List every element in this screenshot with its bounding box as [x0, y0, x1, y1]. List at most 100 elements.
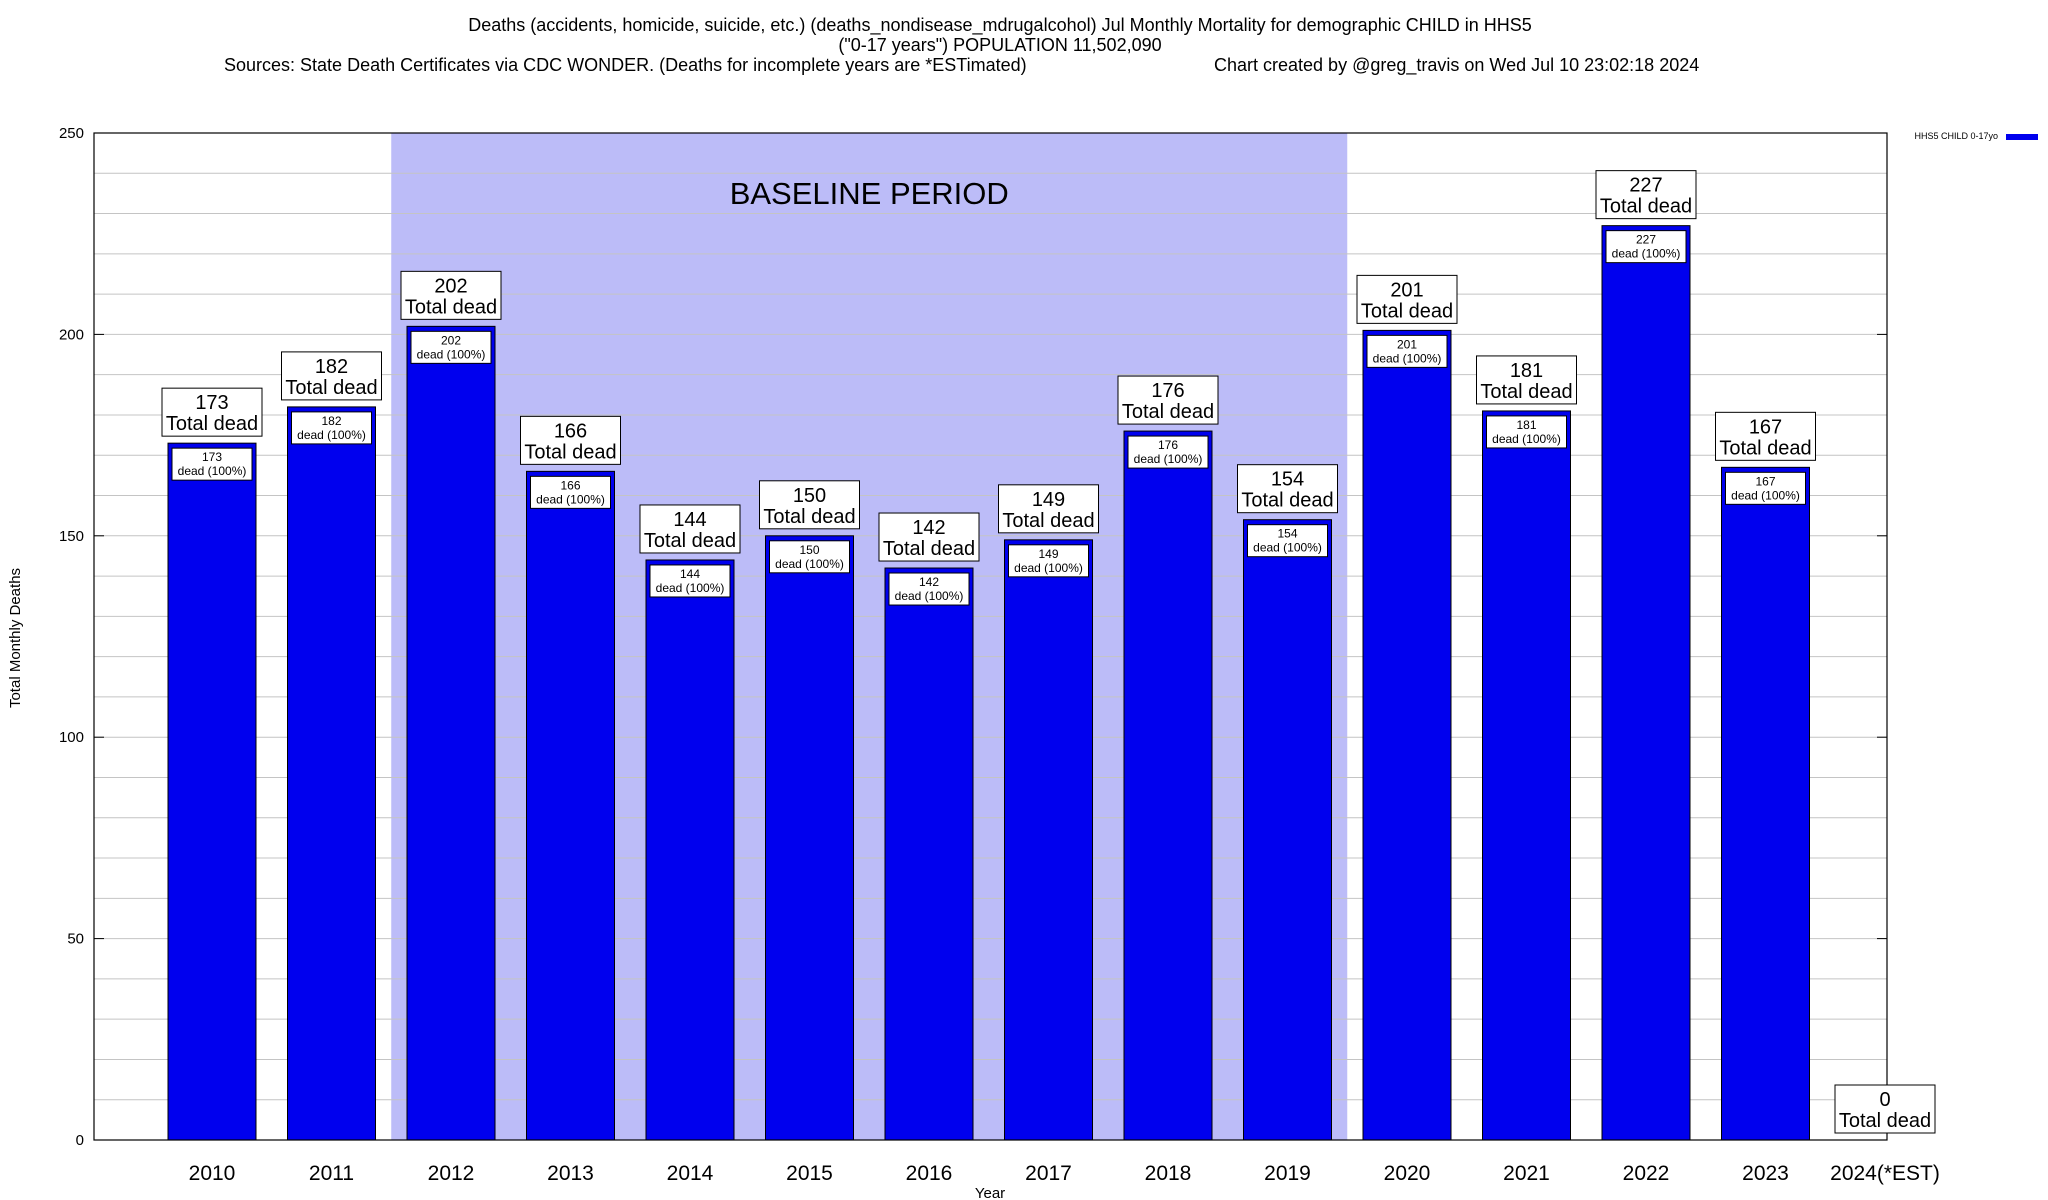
outer-label-value: 166 [554, 420, 587, 442]
y-tick-label: 0 [76, 1132, 84, 1149]
inner-label-text: dead (100%) [895, 589, 964, 603]
outer-label-value: 167 [1749, 416, 1782, 438]
inner-label-value: 182 [321, 414, 341, 428]
outer-label-text: Total dead [644, 530, 736, 552]
outer-label-box [1834, 1084, 1936, 1134]
outer-label-value: 182 [315, 356, 348, 378]
outer-label-box [1715, 411, 1816, 461]
bar [167, 442, 257, 1141]
inner-label-value: 181 [1516, 418, 1536, 432]
outer-label-box [161, 387, 263, 437]
chart-sources: Sources: State Death Certificates via CD… [224, 55, 1027, 75]
inner-label-value: 201 [1397, 337, 1417, 351]
outer-label-value: 149 [1032, 489, 1065, 511]
outer-label-text: Total dead [1002, 510, 1094, 532]
bar [1243, 519, 1332, 1141]
inner-label-text: dead (100%) [178, 464, 247, 478]
outer-label-box [281, 351, 382, 401]
inner-label-box [1605, 230, 1687, 264]
x-tick-label: 2016 [906, 1162, 953, 1185]
inner-label-box [530, 475, 611, 509]
inner-label-value: 227 [1636, 233, 1656, 247]
legend-entry-label: HHS5 CHILD 0-17yo [1914, 131, 1998, 141]
inner-label-text: dead (100%) [656, 581, 725, 595]
outer-label-value: 0 [1879, 1089, 1890, 1111]
bar [526, 470, 615, 1141]
y-tick-label: 200 [59, 326, 84, 343]
bar [1362, 329, 1452, 1141]
outer-label-value: 227 [1629, 175, 1662, 197]
outer-label-text: Total dead [1122, 401, 1214, 423]
inner-label-value: 176 [1158, 438, 1178, 452]
inner-label-box [291, 411, 372, 445]
inner-label-text: dead (100%) [297, 428, 366, 442]
inner-label-value: 142 [919, 575, 939, 589]
inner-label-value: 173 [202, 450, 222, 464]
outer-label-box [1595, 170, 1697, 220]
bar [406, 325, 496, 1141]
outer-label-box [1356, 274, 1458, 324]
outer-label-value: 142 [912, 517, 945, 539]
outer-label-text: Total dead [166, 413, 258, 435]
outer-label-text: Total dead [1480, 381, 1572, 403]
inner-label-box [1366, 334, 1448, 368]
baseline-period-label: BASELINE PERIOD [730, 176, 1009, 211]
outer-label-text: Total dead [883, 538, 975, 560]
chart-title-line2: ("0-17 years") POPULATION 11,502,090 [838, 35, 1161, 55]
bar [765, 535, 854, 1141]
inner-label-value: 154 [1277, 527, 1297, 541]
inner-label-box [1486, 415, 1567, 449]
outer-label-box [1117, 375, 1219, 425]
inner-label-value: 144 [680, 567, 700, 581]
bar [1482, 410, 1571, 1141]
outer-label-box [998, 484, 1099, 534]
bar [1721, 466, 1810, 1141]
plot-frame [93, 132, 1888, 1141]
outer-label-text: Total dead [1719, 437, 1811, 459]
inner-label-box [171, 447, 253, 481]
bar [1004, 539, 1093, 1141]
inner-label-text: dead (100%) [775, 557, 844, 571]
outer-label-box [639, 504, 741, 554]
outer-label-value: 176 [1151, 380, 1184, 402]
inner-label-text: dead (100%) [1612, 247, 1681, 261]
outer-label-box [520, 415, 621, 465]
inner-label-box [769, 540, 850, 574]
x-tick-label: 2010 [189, 1162, 236, 1185]
y-tick-label: 50 [67, 931, 84, 948]
inner-label-text: dead (100%) [1014, 561, 1083, 575]
outer-label-value: 202 [434, 275, 467, 297]
inner-label-text: dead (100%) [1253, 541, 1322, 555]
outer-label-box [1476, 355, 1577, 405]
bars-layer [167, 225, 1810, 1141]
inner-label-box [410, 330, 492, 364]
inner-label-box [1008, 544, 1089, 578]
bar [645, 559, 735, 1141]
x-tick-label: 2014 [667, 1162, 714, 1185]
inner-label-box [1247, 524, 1328, 558]
outer-label-text: Total dead [1361, 300, 1453, 322]
inner-label-value: 149 [1038, 547, 1058, 561]
x-tick-label: 2012 [428, 1162, 475, 1185]
x-tick-label: 2022 [1623, 1162, 1670, 1185]
bar [884, 567, 974, 1141]
y-axis-label: Total Monthly Deaths [7, 568, 24, 708]
y-tick-label: 150 [59, 528, 84, 545]
outer-label-value: 150 [793, 485, 826, 507]
outer-label-value: 201 [1390, 279, 1423, 301]
x-tick-label: 2015 [786, 1162, 833, 1185]
outer-label-box [878, 512, 980, 562]
bar [1601, 225, 1691, 1141]
x-tick-label: 2013 [547, 1162, 594, 1185]
x-tick-label: 2017 [1025, 1162, 1072, 1185]
x-tick-label: 2023 [1742, 1162, 1789, 1185]
outer-label-text: Total dead [763, 506, 855, 528]
outer-label-value: 144 [673, 509, 706, 531]
y-tick-label: 250 [59, 125, 84, 142]
outer-label-box [759, 480, 860, 530]
legend-swatch [2006, 134, 2038, 140]
inner-label-value: 167 [1755, 474, 1775, 488]
